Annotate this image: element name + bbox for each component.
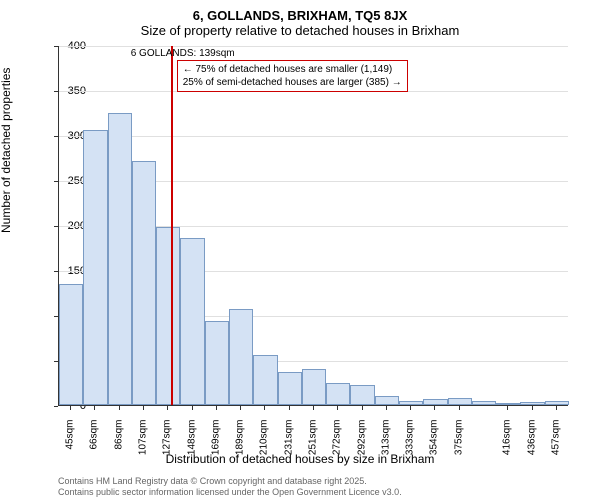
histogram-bar: [375, 396, 399, 405]
x-tick-mark: [264, 406, 265, 410]
chart-title-sub: Size of property relative to detached ho…: [0, 23, 600, 42]
annotation-line2: 25% of semi-detached houses are larger (…: [183, 76, 402, 89]
annotation-line1: ← 75% of detached houses are smaller (1,…: [183, 63, 402, 76]
histogram-bar: [472, 401, 496, 405]
x-tick-mark: [192, 406, 193, 410]
y-axis-label: Number of detached properties: [0, 68, 13, 233]
x-tick-mark: [410, 406, 411, 410]
y-tick-mark: [54, 406, 58, 407]
x-tick-mark: [459, 406, 460, 410]
x-tick-mark: [313, 406, 314, 410]
histogram-bar: [278, 372, 302, 405]
x-tick-mark: [70, 406, 71, 410]
histogram-bar: [520, 402, 544, 405]
histogram-bar: [108, 113, 132, 405]
annotation-box: ← 75% of detached houses are smaller (1,…: [177, 60, 408, 92]
x-tick-mark: [216, 406, 217, 410]
x-tick-mark: [556, 406, 557, 410]
histogram-bar: [156, 227, 180, 405]
x-tick-mark: [434, 406, 435, 410]
histogram-bar: [180, 238, 204, 405]
x-tick-mark: [289, 406, 290, 410]
histogram-bar: [545, 401, 569, 406]
marker-line: [171, 46, 173, 405]
chart-container: 6, GOLLANDS, BRIXHAM, TQ5 8JX Size of pr…: [0, 0, 600, 500]
x-tick-mark: [386, 406, 387, 410]
histogram-bar: [448, 398, 472, 405]
gridline: [59, 46, 568, 47]
x-tick-mark: [94, 406, 95, 410]
histogram-bar: [423, 399, 447, 405]
x-tick-mark: [532, 406, 533, 410]
histogram-bar: [496, 403, 520, 405]
footer-attribution: Contains HM Land Registry data © Crown c…: [58, 476, 402, 498]
x-tick-mark: [337, 406, 338, 410]
annotation-label: 6 GOLLANDS: 139sqm: [131, 48, 235, 59]
histogram-bar: [132, 161, 156, 405]
chart-title-main: 6, GOLLANDS, BRIXHAM, TQ5 8JX: [0, 0, 600, 23]
histogram-bar: [253, 355, 277, 405]
footer-line1: Contains HM Land Registry data © Crown c…: [58, 476, 402, 487]
x-tick-mark: [507, 406, 508, 410]
histogram-bar: [350, 385, 374, 405]
x-tick-mark: [143, 406, 144, 410]
x-tick-mark: [167, 406, 168, 410]
plot-area: 6 GOLLANDS: 139sqm ← 75% of detached hou…: [58, 46, 568, 406]
histogram-bar: [302, 369, 326, 405]
x-axis-label: Distribution of detached houses by size …: [0, 452, 600, 466]
histogram-bar: [59, 284, 83, 406]
x-tick-mark: [119, 406, 120, 410]
x-tick-mark: [362, 406, 363, 410]
histogram-bar: [205, 321, 229, 405]
x-tick-mark: [240, 406, 241, 410]
gridline: [59, 136, 568, 137]
histogram-bar: [83, 130, 107, 405]
footer-line2: Contains public sector information licen…: [58, 487, 402, 498]
histogram-bar: [326, 383, 350, 406]
histogram-bar: [229, 309, 253, 405]
histogram-bar: [399, 401, 423, 406]
